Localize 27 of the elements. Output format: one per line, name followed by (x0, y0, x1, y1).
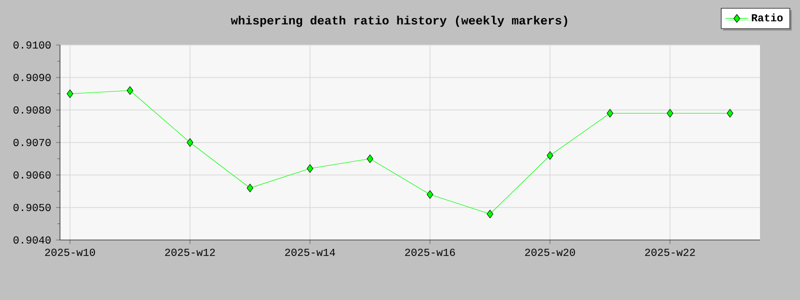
point (666, 108, 674, 118)
x-tick-label: 2025-w20 (525, 248, 575, 256)
point (426, 190, 434, 199)
point (186, 138, 194, 147)
y-tick-label: 0.9050 (14, 204, 51, 212)
point (546, 151, 554, 160)
x-tick-label: 2025-w16 (405, 248, 455, 256)
y-tick-label: 0.9100 (14, 41, 51, 49)
x-tick-label: 2025-w22 (645, 248, 695, 256)
point (246, 184, 254, 192)
legend-label: Ratio (752, 14, 783, 22)
point (606, 108, 614, 118)
point (306, 164, 314, 173)
y-tick-label: 0.9070 (14, 138, 51, 146)
point (366, 154, 374, 164)
y-tick-label: 0.9090 (14, 74, 51, 82)
x-tick-label: 2025-w12 (165, 248, 215, 256)
y-tick-label: 0.9080 (14, 106, 51, 114)
point (726, 108, 734, 118)
x-tick-label: 2025-w14 (285, 248, 336, 256)
y-tick-label: 0.9040 (14, 236, 51, 244)
y-tick-label: 0.9060 (14, 171, 51, 179)
point (66, 89, 74, 98)
point (126, 86, 134, 95)
chart-title: whispering death ratio history (weekly markers) (230, 16, 568, 27)
x-tick-label: 2025-w10 (45, 248, 95, 256)
point (486, 210, 494, 218)
